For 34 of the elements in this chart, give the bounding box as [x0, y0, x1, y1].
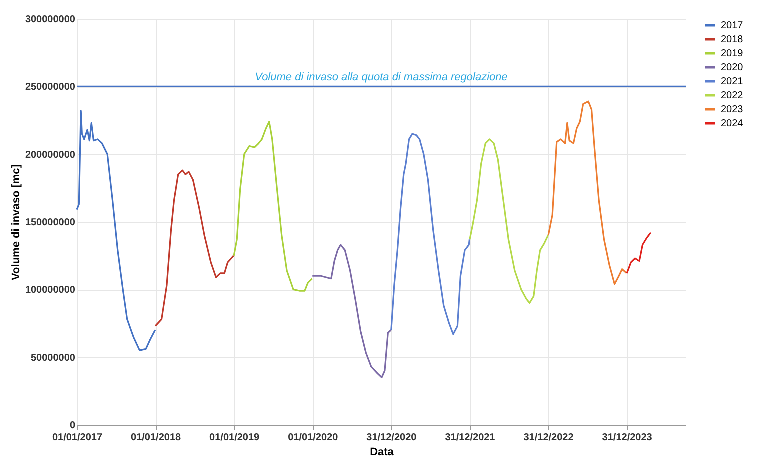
y-tick-label: 300000000 — [25, 14, 76, 26]
x-tick-label: 01/01/2018 — [131, 432, 182, 444]
x-tick-label: 31/12/2023 — [602, 432, 653, 444]
line-series — [76, 110, 156, 352]
ref-line-label: Volume di invaso alla quota di massima regolazione — [255, 72, 508, 84]
x-tick-label: 01/01/2019 — [210, 432, 260, 444]
x-tick-label: 31/12/2022 — [524, 432, 574, 444]
y-tick-label: 0 — [70, 420, 76, 432]
legend-label: 2021 — [721, 76, 744, 88]
legend-label: 2022 — [721, 90, 744, 102]
x-axis-title: Data — [370, 446, 395, 458]
y-tick-label: 50000000 — [31, 352, 76, 364]
y-tick-label: 150000000 — [25, 218, 76, 228]
y-tick-label: 250000000 — [25, 82, 76, 94]
legend-label: 2017 — [721, 20, 744, 32]
line-series — [548, 100, 628, 286]
y-tick-label: 200000000 — [25, 150, 76, 161]
x-tick-label: 31/12/2021 — [445, 432, 496, 444]
x-tick-label: 01/01/2020 — [288, 432, 339, 444]
legend-label: 2020 — [721, 62, 744, 74]
line-series — [390, 133, 471, 336]
y-axis-title: Volume di invaso [mc] — [10, 164, 22, 280]
line-series — [154, 170, 235, 328]
legend-label: 2024 — [721, 118, 744, 130]
legend-label: 2018 — [721, 34, 744, 46]
line-series — [312, 244, 392, 378]
legend-label: 2019 — [721, 48, 744, 60]
legend-label: 2023 — [721, 104, 744, 116]
y-tick-label: 100000000 — [25, 285, 76, 296]
x-tick-label: 31/12/2020 — [366, 432, 418, 444]
line-series — [469, 138, 550, 304]
line-series — [626, 232, 652, 274]
line-series — [233, 121, 314, 292]
x-tick-label: 01/01/2017 — [52, 432, 103, 444]
